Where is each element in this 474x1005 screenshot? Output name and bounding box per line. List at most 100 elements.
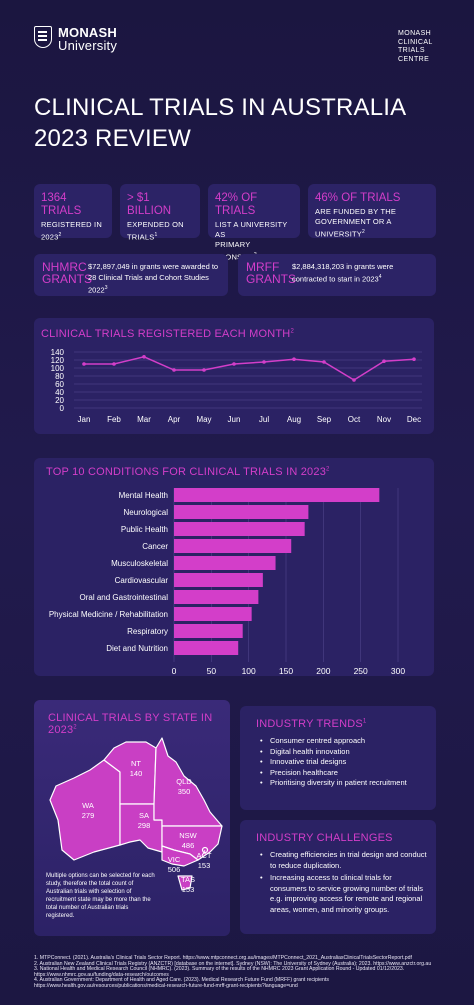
stat-card-trials: 1364 TRIALS REGISTERED IN 20232 [34, 184, 112, 242]
x-tick-label: Feb [107, 415, 121, 424]
state-name: NSW [179, 831, 197, 840]
x-tick-label: Aug [287, 415, 301, 424]
data-point [292, 357, 296, 361]
trend-item: Precision healthcare [258, 768, 434, 779]
stat-value: 1364 TRIALS [41, 192, 82, 217]
bar [174, 624, 243, 638]
footnote: 4. Australian Government: Department of … [34, 977, 329, 984]
bar [174, 556, 276, 570]
data-point [112, 362, 116, 366]
x-tick-label: Jun [228, 415, 241, 424]
stat-card-government-funded: 46% OF TRIALS ARE FUNDED BY THE GOVERNMEN… [308, 184, 436, 239]
x-tick-label: Mar [137, 415, 151, 424]
title-line-1: CLINICAL TRIALS IN AUSTRALIA [34, 94, 407, 121]
category-label: Neurological [124, 508, 169, 517]
bar [174, 539, 292, 553]
y-tick-label: 80 [55, 372, 64, 381]
bar [174, 505, 309, 519]
centre-name: MONASH CLINICAL TRIALS CENTRE [398, 30, 438, 64]
category-label: Oral and Gastrointestinal [80, 593, 169, 602]
state-value: 298 [138, 821, 151, 830]
trend-item: Prioritising diversity in patient recrui… [258, 778, 434, 789]
footnote: https://www.nhmrc.gov.au/funding/data-re… [34, 971, 169, 978]
state-name: NT [131, 759, 141, 768]
state-name: QLD [176, 777, 192, 786]
region-tas [177, 875, 193, 891]
x-tick-label: Apr [168, 415, 181, 424]
stat-desc: EXPENDED ON TRIALS1 [127, 220, 184, 242]
state-value: 140 [130, 769, 143, 778]
logo-sub: University [58, 38, 118, 53]
state-value: 153 [182, 885, 195, 894]
footnote: https://www.health.gov.au/resources/publ… [34, 982, 298, 989]
x-tick-label: Oct [348, 415, 361, 424]
bar-chart-title: TOP 10 CONDITIONS FOR CLINICAL TRIALS IN… [46, 466, 330, 478]
x-tick-label: May [196, 415, 211, 424]
data-point [232, 362, 236, 366]
y-tick-label: 120 [51, 356, 65, 365]
category-label: Cardiovascular [115, 576, 169, 585]
footnote: 3. National Health and Medical Research … [34, 966, 405, 973]
trend-item: Consumer centred approach [258, 736, 434, 747]
bar [174, 641, 239, 655]
footnote: 1. MTPConnect. (2021). Australia's Clini… [34, 955, 412, 961]
x-tick-label: 50 [207, 666, 217, 676]
trends-title: INDUSTRY TRENDS1 [256, 718, 367, 730]
state-name: WA [82, 801, 94, 810]
state-map-title: CLINICAL TRIALS BY STATE IN 20232 [48, 712, 213, 736]
state-note: Multiple options can be selected for eac… [46, 873, 155, 919]
stat-card-expenditure: > $1 BILLION EXPENDED ON TRIALS1 [120, 184, 200, 242]
y-tick-label: 40 [55, 388, 64, 397]
logo-name: MONASH [58, 25, 117, 40]
challenge-item: Increasing access to clinical trials for… [258, 873, 428, 915]
bar [174, 607, 252, 621]
category-label: Public Health [121, 525, 168, 534]
y-tick-label: 140 [51, 348, 65, 357]
x-tick-label: Sep [317, 415, 332, 424]
state-map-card: CLINICAL TRIALS BY STATE IN 20232 WA 279 N… [34, 700, 230, 936]
centre-line: MONASH [398, 30, 432, 37]
stat-value: 46% OF TRIALS [315, 192, 401, 204]
state-name: VIC [168, 855, 181, 864]
state-value: 350 [178, 787, 191, 796]
bar [174, 573, 263, 587]
data-point [172, 368, 176, 372]
x-tick-label: Dec [407, 415, 421, 424]
monash-crest-icon [34, 26, 52, 48]
x-tick-label: Nov [377, 415, 391, 424]
region-vic [161, 845, 199, 867]
state-value: 486 [182, 841, 195, 850]
footnotes: 1. MTPConnect. (2021). Australia's Clini… [34, 955, 454, 990]
bar-chart-svg: Mental Health Neurological Public Health Ca… [49, 488, 405, 676]
y-tick-label: 100 [51, 364, 65, 373]
bar [174, 522, 305, 536]
y-tick-label: 20 [55, 396, 64, 405]
x-tick-label: 150 [279, 666, 293, 676]
x-tick-label: Jan [78, 415, 91, 424]
category-label: Mental Health [119, 491, 168, 500]
data-point [382, 359, 386, 363]
bar [174, 488, 380, 502]
x-tick-label: 250 [354, 666, 368, 676]
state-value: 279 [82, 811, 95, 820]
x-tick-label: 200 [316, 666, 330, 676]
category-label: Cancer [142, 542, 168, 551]
state-name: TAS [181, 875, 195, 884]
x-tick-label: Jul [259, 415, 269, 424]
stat-value: 42% OF TRIALS [215, 192, 258, 217]
state-value: 506 [168, 865, 181, 874]
challenge-item: Creating efficiencies in trial design an… [258, 850, 428, 871]
grant-label: MRFF GRANTS [246, 260, 297, 286]
grant-label: NHMRC GRANTS [42, 260, 93, 286]
line-chart-title: CLINICAL TRIALS REGISTERED EACH MONTH2 [41, 328, 294, 340]
state-name: ACT [197, 851, 212, 860]
industry-challenges-card: INDUSTRY CHALLENGES Creating efficiencie… [240, 820, 436, 934]
stat-desc: REGISTERED IN 20232 [41, 220, 102, 242]
footnote: 2. Australian New Zealand Clinical Trial… [34, 960, 432, 967]
challenges-title: INDUSTRY CHALLENGES [256, 832, 393, 844]
trend-item: Innovative trial designs [258, 757, 434, 768]
industry-trends-card: INDUSTRY TRENDS1 Consumer centred approa… [240, 706, 436, 810]
data-point [202, 368, 206, 372]
state-name: SA [139, 811, 149, 820]
x-tick-label: 100 [242, 666, 256, 676]
